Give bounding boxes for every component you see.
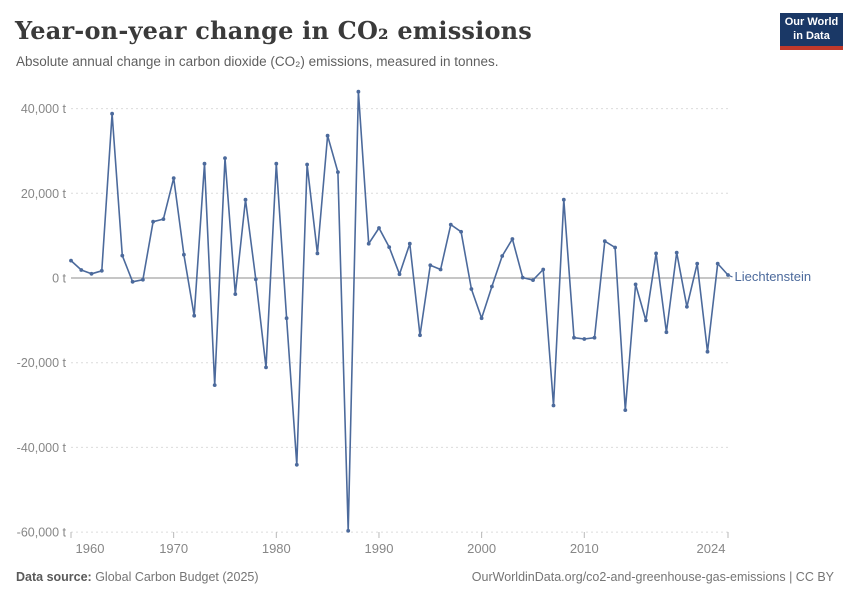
x-axis-label: 2024 [697, 541, 726, 556]
data-point[interactable] [407, 241, 412, 246]
data-point[interactable] [397, 272, 402, 277]
data-point[interactable] [233, 292, 238, 296]
chart-title: Year-on-year change in CO₂ emissions [15, 16, 533, 45]
data-point[interactable] [253, 277, 258, 282]
data-point[interactable] [171, 176, 176, 181]
series-label-connector [728, 274, 733, 278]
y-axis-label: 0 t [52, 272, 66, 286]
x-axis-label: 2000 [467, 541, 496, 556]
y-axis-label: 40,000 t [21, 102, 67, 116]
data-point[interactable] [490, 284, 494, 289]
data-point[interactable] [664, 330, 669, 335]
x-axis-label: 1980 [262, 541, 291, 556]
data-point[interactable] [130, 279, 135, 284]
data-point[interactable] [377, 226, 381, 230]
data-point[interactable] [602, 239, 607, 244]
owid-logo[interactable]: Our World in Data [780, 13, 843, 50]
data-point[interactable] [356, 89, 361, 94]
data-point[interactable] [264, 365, 268, 370]
data-point[interactable] [531, 278, 535, 282]
data-point[interactable] [438, 267, 443, 272]
data-point[interactable] [315, 251, 320, 256]
data-point[interactable] [623, 408, 628, 412]
data-point[interactable] [79, 268, 84, 272]
data-point[interactable] [346, 528, 351, 533]
data-point[interactable] [551, 403, 556, 408]
y-axis-label: -60,000 t [17, 526, 67, 540]
data-point[interactable] [325, 133, 330, 138]
data-point[interactable] [366, 241, 371, 246]
data-point[interactable] [674, 250, 679, 255]
data-point[interactable] [284, 316, 289, 321]
data-point[interactable] [592, 335, 597, 340]
data-point[interactable] [644, 318, 648, 323]
data-point[interactable] [120, 253, 125, 258]
data-point[interactable] [695, 261, 700, 266]
data-point[interactable] [110, 111, 114, 116]
series-line-liechtenstein[interactable] [70, 90, 729, 532]
data-source: Data source: Global Carbon Budget (2025) [16, 570, 259, 584]
y-axis-label: 20,000 t [21, 187, 67, 201]
data-point[interactable] [89, 271, 94, 276]
y-axis-label: -20,000 t [17, 356, 67, 370]
data-point[interactable] [243, 197, 248, 202]
data-point[interactable] [479, 316, 484, 321]
data-point[interactable] [541, 267, 546, 272]
x-axis-label: 2010 [570, 541, 599, 556]
data-point[interactable] [469, 287, 474, 291]
data-point[interactable] [151, 219, 156, 224]
data-point[interactable] [572, 335, 576, 340]
data-point[interactable] [448, 222, 453, 227]
data-point[interactable] [520, 275, 525, 280]
data-point[interactable] [202, 161, 207, 166]
data-point[interactable] [387, 245, 392, 250]
data-point[interactable] [212, 383, 217, 387]
data-point[interactable] [654, 251, 658, 256]
data-source-label: Data source: [16, 570, 92, 584]
data-point[interactable] [192, 313, 197, 318]
data-point[interactable] [510, 237, 515, 241]
data-point[interactable] [582, 337, 587, 341]
data-point[interactable] [223, 156, 227, 161]
data-point[interactable] [428, 263, 433, 268]
data-point[interactable] [141, 277, 145, 282]
data-point[interactable] [99, 268, 104, 273]
data-point[interactable] [294, 462, 299, 467]
data-point[interactable] [633, 282, 638, 287]
data-point[interactable] [726, 273, 730, 277]
x-axis-label: 1960 [76, 541, 105, 556]
owid-logo-text: Our World in Data [784, 15, 839, 42]
data-source-value: Global Carbon Budget (2025) [91, 570, 259, 584]
data-point[interactable] [705, 349, 710, 354]
data-point[interactable] [336, 170, 340, 175]
data-point[interactable] [613, 245, 617, 250]
chart-footer: Data source: Global Carbon Budget (2025)… [16, 570, 834, 584]
data-point[interactable] [459, 229, 463, 234]
canonical-url-link[interactable]: OurWorldinData.org/co2-and-greenhouse-ga… [471, 570, 834, 584]
data-point[interactable] [715, 261, 720, 266]
data-point[interactable] [561, 197, 566, 202]
data-point[interactable] [274, 161, 279, 166]
data-point[interactable] [161, 217, 166, 222]
data-point[interactable] [69, 258, 73, 263]
data-point[interactable] [685, 304, 689, 309]
y-axis-label: -40,000 t [17, 441, 67, 455]
chart-subtitle: Absolute annual change in carbon dioxide… [16, 54, 499, 69]
x-axis-label: 1970 [159, 541, 188, 556]
data-point[interactable] [500, 254, 505, 258]
x-axis-label: 1990 [365, 541, 394, 556]
data-point[interactable] [418, 333, 422, 338]
data-point[interactable] [305, 162, 309, 167]
data-point[interactable] [182, 252, 186, 257]
series-label[interactable]: Liechtenstein [735, 269, 812, 284]
